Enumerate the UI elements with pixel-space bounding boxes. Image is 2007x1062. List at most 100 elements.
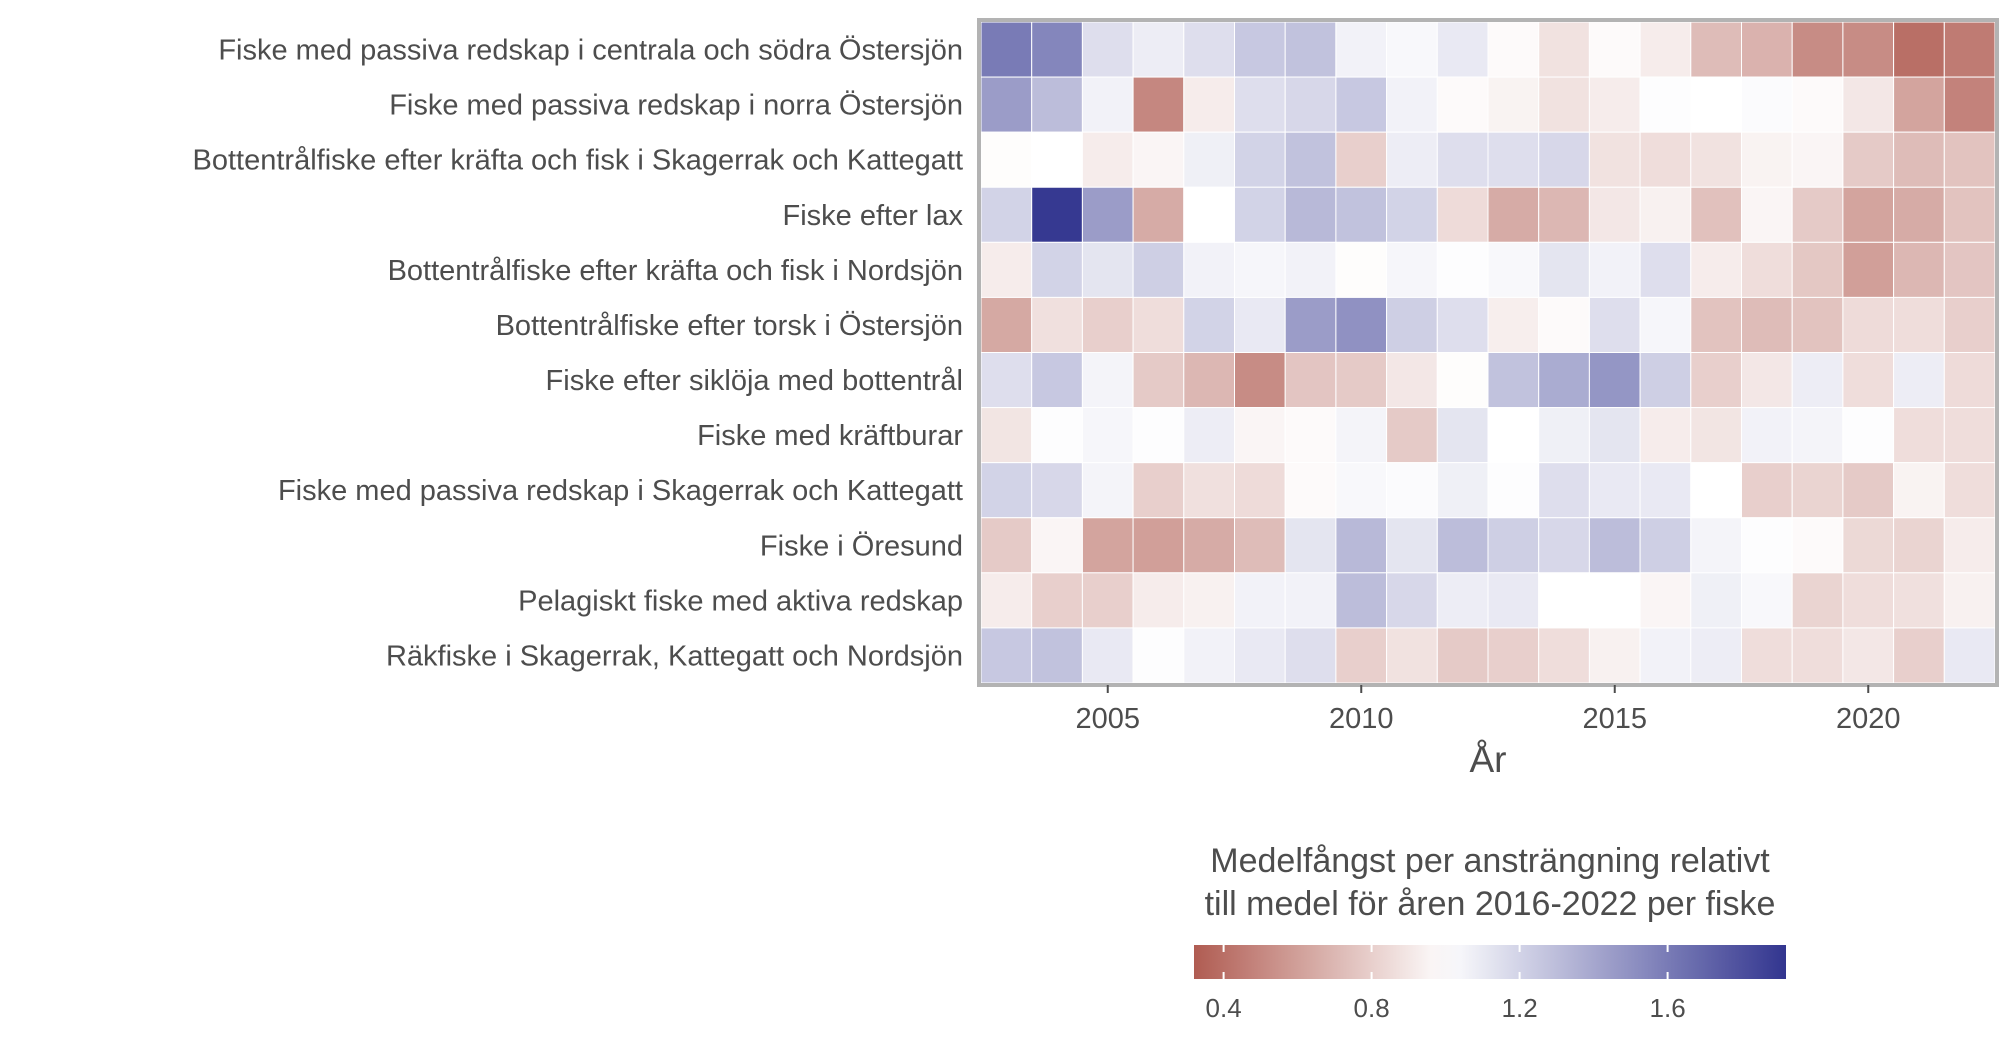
heatmap-cell <box>1183 572 1236 629</box>
heatmap-cell <box>1791 517 1844 574</box>
heatmap-cell <box>980 627 1033 684</box>
legend-ticks: 0.4 0.8 1.2 1.6 <box>1206 945 1686 1023</box>
heatmap-cell <box>1690 572 1743 629</box>
heatmap-cell <box>1538 241 1590 298</box>
heatmap-cell <box>1436 517 1489 574</box>
heatmap-cell <box>1335 186 1388 243</box>
legend-title-line-2: till medel för åren 2016-2022 per fiske <box>1205 885 1776 923</box>
heatmap-cell <box>1436 186 1489 243</box>
heatmap-cell <box>1842 627 1895 684</box>
heatmap-cell <box>1588 76 1641 133</box>
heatmap-cell <box>1538 352 1590 409</box>
heatmap-cell <box>1132 21 1185 78</box>
heatmap-cell <box>1335 131 1388 188</box>
heatmap-cell <box>1639 241 1692 298</box>
heatmap-cell <box>1436 462 1489 519</box>
heatmap-cell <box>1842 517 1895 574</box>
heatmap-cell <box>1436 407 1489 464</box>
row-label: Fiske efter lax <box>783 200 964 232</box>
row-label: Bottentrålfiske efter kräfta och fisk i … <box>193 145 963 177</box>
heatmap-cell <box>1741 352 1793 409</box>
legend-tick-label: 0.4 <box>1206 993 1242 1023</box>
heatmap-cell <box>1588 572 1641 629</box>
color-legend: Medelfångst per ansträngning relativt ti… <box>1194 842 1786 1023</box>
heatmap-cell <box>1487 572 1540 629</box>
heatmap-cell <box>1538 186 1590 243</box>
heatmap-cell <box>1031 517 1083 574</box>
heatmap-cell <box>1436 296 1489 353</box>
heatmap-cell <box>1791 186 1844 243</box>
heatmap-cell <box>1081 407 1134 464</box>
heatmap-cell <box>1335 76 1388 133</box>
row-label: Fiske efter siklöja med bottentrål <box>546 365 963 397</box>
heatmap-cell <box>1741 572 1793 629</box>
heatmap-cell <box>1132 131 1185 188</box>
heatmap-cell <box>1842 407 1895 464</box>
heatmap-cell <box>1284 21 1337 78</box>
heatmap-cell <box>1690 407 1743 464</box>
heatmap-cell <box>1031 296 1083 353</box>
heatmap-cell <box>1741 296 1793 353</box>
heatmap-cell <box>1487 517 1540 574</box>
heatmap-cell <box>1893 131 1945 188</box>
heatmap-cell <box>1639 76 1692 133</box>
heatmap-cell <box>1234 131 1286 188</box>
heatmap-cell <box>1234 186 1286 243</box>
heatmap-cell <box>1487 186 1540 243</box>
heatmap-cell <box>1183 517 1236 574</box>
heatmap-cell <box>1943 572 1996 629</box>
heatmap-cell <box>1284 352 1337 409</box>
heatmap-cell <box>1690 131 1743 188</box>
heatmap-cell <box>1943 462 1996 519</box>
heatmap-cell <box>1538 517 1590 574</box>
heatmap-cell <box>1893 296 1945 353</box>
heatmap-cell <box>1943 131 1996 188</box>
heatmap-cell <box>1842 76 1895 133</box>
heatmap-cell <box>1487 131 1540 188</box>
heatmap-cell <box>1031 131 1083 188</box>
heatmap-cell <box>1893 241 1945 298</box>
heatmap-cell <box>1538 407 1590 464</box>
heatmap-cell <box>1183 131 1236 188</box>
heatmap-cell <box>1284 407 1337 464</box>
heatmap-cell <box>1132 627 1185 684</box>
heatmap-cell <box>1588 21 1641 78</box>
heatmap-cell <box>1690 352 1743 409</box>
heatmap-cell <box>1943 241 1996 298</box>
heatmap-cell <box>1335 462 1388 519</box>
row-label: Fiske med kräftburar <box>697 420 963 452</box>
heatmap-cell <box>1234 517 1286 574</box>
heatmap-cell <box>1538 21 1590 78</box>
heatmap-cell <box>1386 186 1438 243</box>
heatmap-cell <box>1639 296 1692 353</box>
heatmap-cell <box>1234 627 1286 684</box>
heatmap-cell <box>1335 407 1388 464</box>
heatmap-cell <box>980 241 1033 298</box>
heatmap-cell <box>1386 407 1438 464</box>
heatmap-cell <box>1031 462 1083 519</box>
heatmap-cell <box>1487 352 1540 409</box>
heatmap-cell <box>1639 21 1692 78</box>
heatmap-cell <box>1690 296 1743 353</box>
heatmap-cell <box>1031 352 1083 409</box>
heatmap-cell <box>1386 296 1438 353</box>
heatmap-cell <box>1943 352 1996 409</box>
heatmap-cell <box>1487 462 1540 519</box>
heatmap-cell <box>1791 407 1844 464</box>
heatmap-cell <box>1639 627 1692 684</box>
heatmap-cell <box>1031 627 1083 684</box>
heatmap-cell <box>1690 517 1743 574</box>
heatmap-cell <box>1436 241 1489 298</box>
heatmap-cell <box>1031 407 1083 464</box>
heatmap-cell <box>1081 241 1134 298</box>
heatmap-cell <box>1791 572 1844 629</box>
heatmap-cell <box>980 131 1033 188</box>
heatmap-cell <box>1487 76 1540 133</box>
heatmap-cell <box>1690 76 1743 133</box>
heatmap-cell <box>980 76 1033 133</box>
heatmap-cell <box>1893 186 1945 243</box>
heatmap-cell <box>1943 76 1996 133</box>
heatmap-cell <box>1132 296 1185 353</box>
heatmap-cell <box>1791 241 1844 298</box>
heatmap-cell <box>1588 462 1641 519</box>
